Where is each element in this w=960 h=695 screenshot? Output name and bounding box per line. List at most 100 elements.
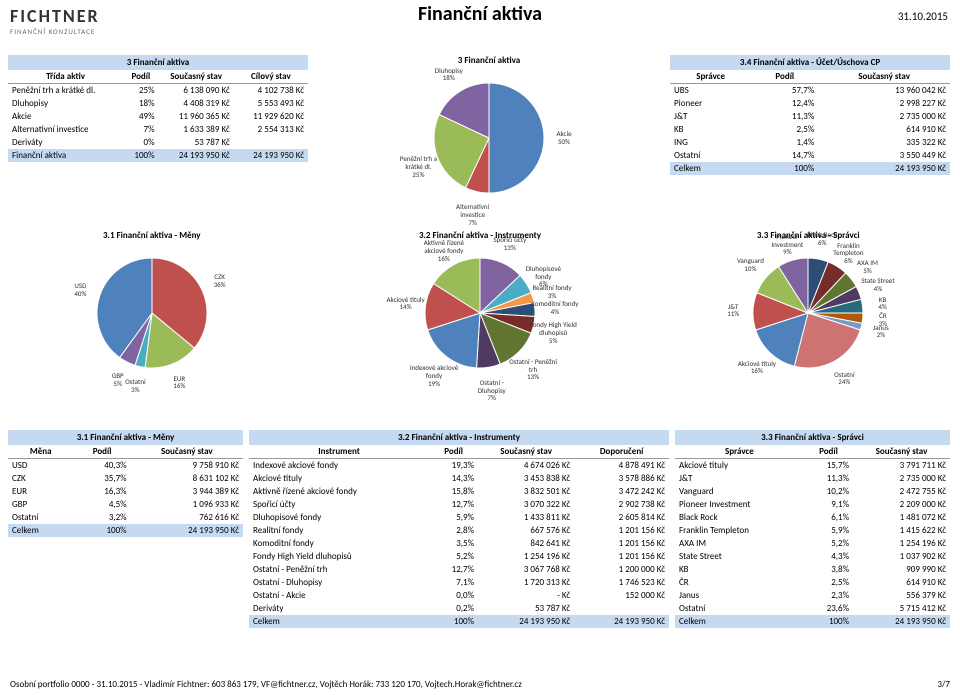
table-cell: UBS (670, 84, 751, 98)
table-cell: KB (670, 123, 751, 136)
pie-label: Aktivně řízené akciové fondy16% (419, 239, 469, 262)
table-cell: 25% (123, 84, 158, 98)
table-cell: 6,1% (804, 511, 853, 524)
table-header: Cílový stav (234, 70, 308, 84)
table-cell: 4,5% (73, 498, 130, 511)
table-cell: ING (670, 136, 751, 149)
table-cell: GBP (8, 498, 73, 511)
table-row: CZK35,7%8 631 102 Kč (8, 472, 243, 485)
table-row: Pioneer Investment9,1%2 209 000 Kč (675, 498, 950, 511)
table-cell: 2,5% (804, 576, 853, 589)
pie-label: GBP5% (93, 372, 143, 387)
table-cell: Ostatní - Akcie (249, 589, 429, 602)
table-33-title: 3.3 Finanční aktiva - Správci (675, 430, 950, 445)
table-cell (574, 602, 669, 615)
table-31-body: MěnaPodílSoučasný stavUSD40,3%9 758 910 … (8, 445, 243, 537)
table-32-body: InstrumentPodílSoučasný stavDoporučeníIn… (249, 445, 669, 628)
table-34: 3.4 Finanční aktiva - Účet/Úschova CP Sp… (670, 55, 950, 228)
table-cell: State Street (675, 550, 804, 563)
table-row: USD40,3%9 758 910 Kč (8, 459, 243, 473)
table-row: Peněžní trh a krátké dl.25%6 138 090 Kč4… (8, 84, 308, 98)
table-row: Ostatní23,6%5 715 412 Kč (675, 602, 950, 615)
table-cell: 4 878 491 Kč (574, 459, 669, 473)
pie-label: Pioneer Investment9% (762, 233, 812, 256)
logo-sub: FINANČNÍ KONZULTACE (10, 27, 100, 36)
table-row: AXA IM5,2%1 254 196 Kč (675, 537, 950, 550)
table-row: Alternativní investice7%1 633 389 Kč2 55… (8, 123, 308, 136)
table-row: Fondy High Yield dluhopisů5,2%1 254 196 … (249, 550, 669, 563)
table-row: Ostatní14,7%3 550 449 Kč (670, 149, 950, 162)
table-cell: 24 193 950 Kč (131, 524, 243, 537)
table-cell: 1 746 523 Kč (574, 576, 669, 589)
table-cell: 2 735 000 Kč (818, 110, 950, 123)
table-cell: 13 960 042 Kč (818, 84, 950, 98)
table-cell: 1,4% (751, 136, 818, 149)
table-cell: 9 758 910 Kč (131, 459, 243, 473)
pie-3: 3 Finanční aktiva Akcie50%Alternativní i… (314, 55, 664, 228)
table-33: 3.3 Finanční aktiva - Správci SprávcePod… (675, 430, 950, 628)
table-cell: Ostatní (670, 149, 751, 162)
table-cell: 3 070 322 Kč (478, 498, 574, 511)
table-header: Měna (8, 445, 73, 459)
table-cell: 1 201 156 Kč (574, 537, 669, 550)
pie-label: Ostatní24% (819, 371, 869, 386)
table-cell: 2 902 738 Kč (574, 498, 669, 511)
table-row: GBP4,5%1 096 933 Kč (8, 498, 243, 511)
pie-label: Peněžní trh a krátké dl.25% (393, 155, 443, 178)
table-row: KB2,5%614 910 Kč (670, 123, 950, 136)
table-cell: 15,7% (804, 459, 853, 473)
table-cell: 40,3% (73, 459, 130, 473)
table-cell: Celkem (8, 524, 73, 537)
table-cell: 5,2% (804, 537, 853, 550)
table-row: Realitní fondy2,8%667 576 Kč1 201 156 Kč (249, 524, 669, 537)
table-header: Podíl (73, 445, 130, 459)
table-cell: 2,3% (804, 589, 853, 602)
table-cell: 14,3% (429, 472, 478, 485)
table-31: 3.1 Finanční aktiva - Měny MěnaPodílSouč… (8, 430, 243, 628)
table-cell: Celkem (670, 162, 751, 175)
table-cell: USD (8, 459, 73, 473)
table-header: Současný stav (159, 70, 234, 84)
table-cell: - Kč (478, 589, 574, 602)
table-cell: 53 787 Kč (478, 602, 574, 615)
table-34-body: SprávcePodílSoučasný stavUBS57,7%13 960 … (670, 70, 950, 175)
table-header: Instrument (249, 445, 429, 459)
table-cell: 24 193 950 Kč (159, 149, 234, 162)
table-cell: 1 037 902 Kč (853, 550, 950, 563)
table-cell: 2 209 000 Kč (853, 498, 950, 511)
table-cell: 4 674 026 Kč (478, 459, 574, 473)
table-cell: 3 832 501 Kč (478, 485, 574, 498)
table-cell: 1 720 313 Kč (478, 576, 574, 589)
table-cell: 2 998 227 Kč (818, 97, 950, 110)
table-cell: 49% (123, 110, 158, 123)
table-cell: Deriváty (249, 602, 429, 615)
table-header: Podíl (429, 445, 478, 459)
table-row: Black Rock6,1%1 481 072 Kč (675, 511, 950, 524)
table-row: KB3,8%909 990 Kč (675, 563, 950, 576)
footer-left: Osobní portfolio 0000 - 31.10.2015 - Vla… (10, 679, 522, 690)
pie-label: USD40% (55, 282, 105, 297)
footer-right: 3/7 (937, 679, 950, 690)
table-cell: 5,9% (804, 524, 853, 537)
table-cell: 6 138 090 Kč (159, 84, 234, 98)
table-cell: 10,2% (804, 485, 853, 498)
table-cell: 2 472 755 Kč (853, 485, 950, 498)
pie-label: Alternativní investice7% (448, 203, 498, 226)
logo-name: FICHTNER (10, 5, 100, 27)
pie-label: Akciové tituly16% (732, 360, 782, 375)
pie-label: Akcie50% (539, 130, 589, 145)
table-cell: 3,5% (429, 537, 478, 550)
table-cell: 667 576 Kč (478, 524, 574, 537)
table-cell: Spořicí účty (249, 498, 429, 511)
table-cell: Black Rock (675, 511, 804, 524)
table-cell (234, 136, 308, 149)
table-row: ING1,4%335 322 Kč (670, 136, 950, 149)
table-cell: Realitní fondy (249, 524, 429, 537)
table-cell: 100% (429, 615, 478, 628)
table-header: Správce (675, 445, 804, 459)
table-cell: J&T (675, 472, 804, 485)
table-cell: 1 254 196 Kč (853, 537, 950, 550)
table-cell: 152 000 Kč (574, 589, 669, 602)
table-cell: Vanguard (675, 485, 804, 498)
table-header: Současný stav (131, 445, 243, 459)
